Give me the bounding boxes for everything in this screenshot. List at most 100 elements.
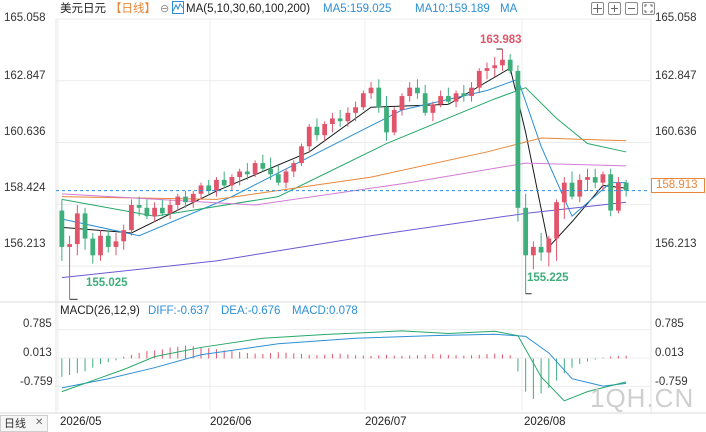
candle-body <box>159 207 165 214</box>
symbol-label: 美元日元 <box>60 3 106 15</box>
zoom-in-icon[interactable] <box>608 2 621 15</box>
period-selector[interactable]: 【日线】 <box>110 3 156 15</box>
candle-body <box>453 93 459 102</box>
price-axis-right-0: 165.058 <box>655 12 697 24</box>
candle-body <box>152 207 158 217</box>
macd-axis-left-2: -0.759 <box>20 376 53 388</box>
macd-value: MACD:0.078 <box>292 305 358 317</box>
candle-body <box>353 107 358 113</box>
high-price-label: 163.983 <box>480 34 522 46</box>
candle-body <box>438 96 444 105</box>
candle-body <box>167 205 173 214</box>
candle-body <box>538 246 544 253</box>
ma-params[interactable]: MA(5,10,30,60,100,200) <box>186 3 311 15</box>
candle-body <box>616 182 621 211</box>
candle-body <box>67 244 72 247</box>
candle-body <box>430 104 436 113</box>
crosshair-icon[interactable] <box>591 2 604 15</box>
macd-axis-right-2: -0.759 <box>655 376 688 388</box>
candle-body <box>337 118 343 122</box>
candle-body <box>345 112 351 122</box>
candle-body <box>391 110 397 133</box>
low-price-label: 155.225 <box>527 272 569 284</box>
ma-chart-icon <box>172 1 184 18</box>
period-label: 日线 <box>121 3 145 15</box>
candle-body <box>175 196 181 206</box>
candlestick-series <box>59 48 629 300</box>
candle-body <box>121 230 127 242</box>
candle-body <box>368 87 374 94</box>
ma100-line <box>61 162 627 206</box>
period-toggle-label: 日线 <box>4 418 26 430</box>
candle-body <box>600 174 606 183</box>
left-low-price-label: 155.025 <box>86 277 128 289</box>
price-axis-left-1: 162.847 <box>4 70 46 82</box>
candle-body <box>623 182 629 191</box>
candle-body <box>608 174 614 211</box>
candle-body <box>268 168 273 175</box>
candle-body <box>237 171 243 178</box>
candle-body <box>260 163 266 169</box>
candle-body <box>445 96 451 102</box>
macd-dea-value: DEA:-0.676 <box>221 305 281 317</box>
ma5-line <box>61 67 627 248</box>
price-axis-left-2: 160.636 <box>4 126 46 138</box>
macd-diff-value: DIFF:-0.637 <box>148 305 210 317</box>
candle-body <box>244 171 250 175</box>
ma10-value: MA10:159.189 <box>415 3 490 15</box>
price-axis-right-4: 156.213 <box>655 238 697 250</box>
candle-body <box>229 177 235 186</box>
candle-body <box>492 65 498 69</box>
circle-minus-icon[interactable]: ⊖ <box>160 3 170 15</box>
price-axis-left-0: 165.058 <box>4 12 46 24</box>
candle-body <box>98 235 103 256</box>
price-axis-left-3: 158.424 <box>4 182 46 194</box>
candle-body <box>90 238 96 256</box>
ma30-line <box>61 87 627 217</box>
ma-more-toggle[interactable]: MA <box>500 3 518 15</box>
candle-body <box>585 177 590 180</box>
price-axis-right-1: 162.847 <box>655 70 697 82</box>
date-label-2: 2026/07 <box>365 416 407 428</box>
macd-axis-right-1: 0.013 <box>655 347 684 359</box>
candle-body <box>592 177 598 183</box>
candle-body <box>113 241 119 247</box>
candle-body <box>484 68 490 71</box>
candle-body <box>546 238 552 253</box>
macd-axis-left-0: 0.785 <box>23 318 52 330</box>
candle-body <box>376 87 382 108</box>
candle-body <box>306 126 312 147</box>
candle-body <box>221 179 227 186</box>
candle-body <box>322 123 328 136</box>
candle-body <box>74 213 80 245</box>
ma10-line <box>61 78 627 237</box>
candle-body <box>422 93 428 113</box>
ma60-line <box>61 137 627 200</box>
candle-body <box>136 205 142 208</box>
period-toggle[interactable]: 日线 ✕ <box>0 415 48 432</box>
candle-body <box>252 163 258 175</box>
candle-body <box>407 87 413 97</box>
candle-body <box>206 185 212 192</box>
macd-dea-line <box>61 333 627 389</box>
macd-axis-right-0: 0.785 <box>655 318 684 330</box>
candle-body <box>415 87 420 94</box>
macd-title[interactable]: MACD(26,12,9) <box>60 305 140 317</box>
expand-icon[interactable] <box>642 2 655 15</box>
candle-body <box>198 185 204 194</box>
close-icon[interactable]: ✕ <box>35 417 44 428</box>
candle-body <box>183 196 188 203</box>
candle-body <box>144 207 150 217</box>
candle-body <box>283 171 289 183</box>
candle-body <box>515 70 521 208</box>
candle-body <box>561 182 567 203</box>
candle-body <box>275 174 281 183</box>
chart-header: 美元日元 【日线】 ⊖ MA(5,10,30,60,100,200) MA5:1… <box>0 0 706 18</box>
date-label-0: 2026/05 <box>60 416 102 428</box>
candle-body <box>105 235 111 247</box>
current-price-tag: 158.913 <box>651 178 705 193</box>
candle-body <box>476 70 482 88</box>
zoom-out-icon[interactable] <box>625 2 638 15</box>
